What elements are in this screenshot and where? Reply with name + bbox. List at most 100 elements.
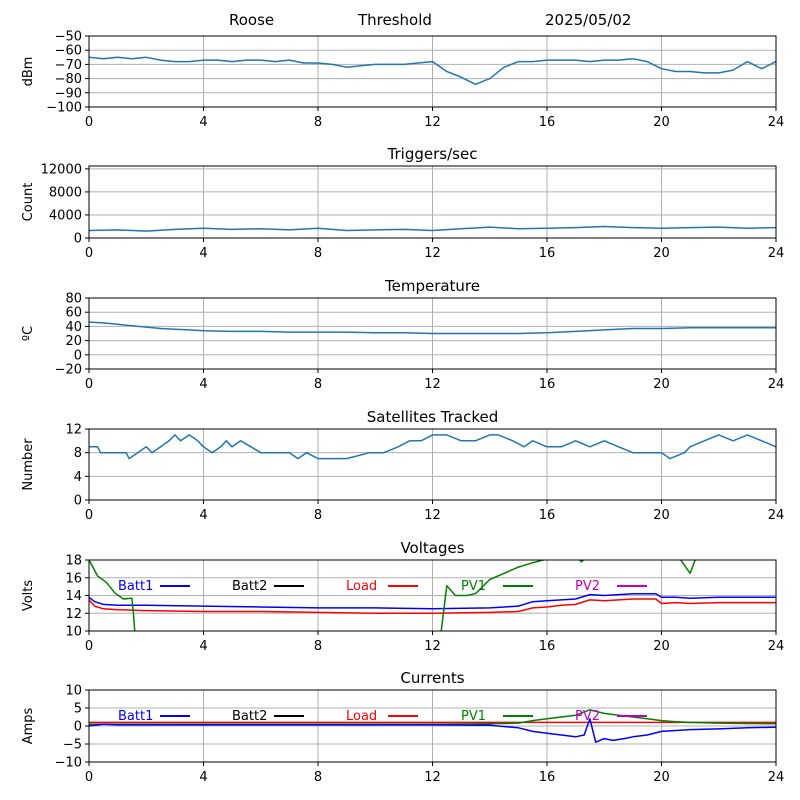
y-tick-label: 14 [65,589,82,604]
series-line-pv1 [89,709,776,725]
y-axis-label: Count [21,183,36,222]
y-tick-label: 40 [65,320,82,335]
axes-frame [88,35,777,108]
x-tick-label: 20 [653,246,670,261]
x-tick-label: 24 [768,246,785,261]
y-axis-label: Number [21,438,36,491]
x-tick-label: 12 [424,377,441,392]
x-tick-label: 20 [653,508,670,523]
axes-frame [88,165,777,239]
header-center: Threshold [358,11,432,29]
x-tick-label: 0 [85,639,93,654]
y-tick-label: 20 [65,334,82,349]
y-tick-label: 10 [65,625,82,640]
series-line-satellites [89,434,776,460]
x-tick-label: 24 [768,639,785,654]
y-tick-label: −20 [55,363,82,378]
y-tick-label: −90 [55,86,82,101]
y-tick-label: 0 [74,348,82,363]
x-tick-label: 12 [424,770,441,785]
x-tick-label: 16 [539,377,556,392]
y-tick-label: −100 [46,101,82,116]
x-tick-label: 12 [424,639,441,654]
y-tick-label: 4000 [49,208,82,223]
chart-title: Satellites Tracked [367,408,498,426]
x-tick-label: 24 [768,377,785,392]
x-tick-label: 16 [539,508,556,523]
axes-frame [88,689,777,763]
x-tick-label: 16 [539,246,556,261]
y-tick-label: 0 [74,494,82,509]
legend-label: Load [346,709,377,724]
x-tick-label: 4 [199,770,207,785]
y-tick-label: −5 [63,738,82,753]
x-tick-label: 8 [314,246,322,261]
legend-label: PV2 [575,579,600,594]
x-tick-label: 24 [768,770,785,785]
chart-title: Currents [400,669,464,687]
y-axis-label: Amps [21,707,36,744]
y-tick-label: 4 [74,470,82,485]
y-tick-label: −50 [55,30,82,45]
legend-label: Load [346,579,377,594]
y-tick-label: 8 [74,446,82,461]
legend-label: Batt2 [232,579,267,594]
x-tick-label: 12 [424,508,441,523]
x-tick-label: 8 [314,115,322,130]
x-tick-label: 0 [85,770,93,785]
x-tick-label: 20 [653,770,670,785]
axes-frame [88,428,777,501]
x-tick-label: 8 [314,770,322,785]
chart-title: Voltages [400,539,464,557]
x-tick-label: 0 [85,377,93,392]
y-axis-label: Volts [21,580,36,612]
x-tick-label: 24 [768,508,785,523]
series-line-pv1 [89,560,697,631]
x-tick-label: 12 [424,115,441,130]
x-tick-label: 4 [199,377,207,392]
x-tick-label: 4 [199,246,207,261]
y-tick-label: 0 [74,720,82,735]
y-tick-label: 18 [65,554,82,569]
x-tick-label: 20 [653,639,670,654]
x-tick-label: 8 [314,377,322,392]
y-tick-label: −60 [55,44,82,59]
x-tick-label: 4 [199,639,207,654]
y-tick-label: 16 [65,571,82,586]
x-tick-label: 0 [85,246,93,261]
header-left: Roose [229,11,275,29]
x-tick-label: 16 [539,115,556,130]
legend-label: PV2 [575,709,600,724]
y-tick-label: −80 [55,72,82,87]
y-tick-label: 0 [74,232,82,247]
y-tick-label: 10 [65,684,82,699]
series-line-signal [89,56,776,86]
x-tick-label: 4 [199,508,207,523]
axes-frame [88,559,777,632]
y-tick-label: 12 [65,607,82,622]
legend-label: Batt2 [232,709,267,724]
series-line-temperature [89,321,776,335]
x-tick-label: 4 [199,115,207,130]
x-tick-label: 16 [539,770,556,785]
y-tick-label: 5 [74,702,82,717]
x-tick-label: 0 [85,508,93,523]
legend-label: PV1 [461,579,486,594]
y-tick-label: 80 [65,292,82,307]
y-axis-label: dBm [21,57,36,87]
legend-label: Batt1 [118,579,153,594]
x-tick-label: 0 [85,115,93,130]
axes-frame [88,297,777,370]
y-tick-label: 12 [65,423,82,438]
legend-label: PV1 [461,709,486,724]
y-tick-label: 12000 [41,162,82,177]
x-tick-label: 16 [539,639,556,654]
x-tick-label: 8 [314,508,322,523]
y-tick-label: −70 [55,58,82,73]
y-tick-label: −10 [55,756,82,771]
header-right: 2025/05/02 [545,11,632,29]
x-tick-label: 20 [653,377,670,392]
series-line-batt1 [89,718,776,743]
x-tick-label: 20 [653,115,670,130]
